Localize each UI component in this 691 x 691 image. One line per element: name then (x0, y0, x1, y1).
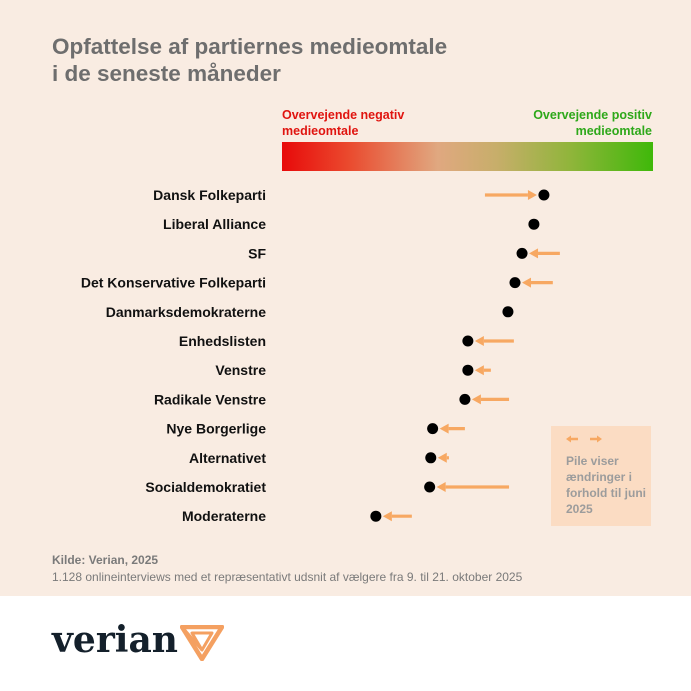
sentiment-gradient-bar (282, 142, 653, 171)
party-dot-plot: Dansk Folkeparti Liberal Alliance SF Det Ko… (81, 187, 560, 524)
verian-triangle-logo-icon (180, 625, 224, 661)
party-dot (425, 452, 437, 464)
party-row: SF (248, 245, 560, 261)
party-row: Alternativet (189, 450, 449, 466)
party-label: Enhedslisten (179, 333, 266, 349)
party-dot (427, 423, 439, 435)
party-label: Det Konservative Folkeparti (81, 275, 266, 291)
party-row: Danmarksdemokraterne (106, 304, 514, 320)
logo-wordmark: verian (52, 619, 178, 661)
negative-scale-label: Overvejende negativ medieomtale (282, 108, 405, 138)
party-label: Dansk Folkeparti (153, 187, 266, 203)
party-dot (509, 277, 521, 289)
party-label: Danmarksdemokraterne (106, 304, 267, 320)
change-arrow-head (474, 365, 484, 376)
party-dot (528, 218, 540, 230)
party-dot (459, 393, 471, 405)
party-dot (462, 364, 474, 376)
party-label: Nye Borgerlige (166, 421, 266, 437)
party-row: Socialdemokratiet (145, 479, 510, 495)
party-label: Moderaterne (182, 508, 266, 524)
legend-note-text: Pile viser ændringer i forhold til juni … (566, 454, 646, 516)
party-dot (462, 335, 474, 347)
double-arrow-icon (566, 435, 602, 443)
methodology-text: 1.128 onlineinterviews med et repræsenta… (52, 570, 523, 584)
party-dot (502, 306, 514, 318)
party-label: Alternativet (189, 450, 266, 466)
change-arrow-head (474, 336, 484, 346)
title-line-2: i de seneste måneder (52, 61, 281, 86)
legend-note: Pile viser ændringer i forhold til juni … (551, 426, 651, 526)
title-line-1: Opfattelse af partiernes medieomtale (52, 34, 448, 59)
party-dot (370, 510, 382, 522)
party-row: Radikale Venstre (154, 391, 510, 407)
party-dot (516, 247, 528, 259)
party-row: Dansk Folkeparti (153, 187, 550, 203)
party-label: SF (248, 245, 266, 261)
positive-scale-label: Overvejende positiv medieomtale (533, 108, 652, 138)
chart-panel: Opfattelse af partiernes medieomtale i d… (0, 0, 691, 596)
party-label: Liberal Alliance (163, 216, 266, 232)
party-row: Nye Borgerlige (166, 421, 465, 437)
party-label: Socialdemokratiet (145, 479, 266, 495)
party-row: Enhedslisten (179, 333, 514, 349)
party-label: Radikale Venstre (154, 391, 266, 407)
chart-title: Opfattelse af partiernes medieomtale i d… (52, 33, 447, 87)
party-row: Venstre (215, 362, 491, 378)
change-arrow-head (529, 248, 539, 259)
change-arrow-head (437, 452, 447, 463)
change-arrow-head (527, 190, 537, 200)
change-arrow-head (382, 511, 392, 522)
change-arrow-head (471, 394, 481, 405)
change-arrow-head (439, 423, 449, 434)
party-row: Liberal Alliance (163, 216, 540, 232)
party-label: Venstre (215, 362, 266, 378)
party-row: Moderaterne (182, 508, 412, 524)
party-dot (424, 481, 436, 493)
party-row: Det Konservative Folkeparti (81, 275, 553, 291)
party-dot (538, 189, 550, 201)
source-text: Kilde: Verian, 2025 (52, 553, 159, 567)
change-arrow-head (521, 277, 531, 288)
change-arrow-head (436, 482, 446, 492)
